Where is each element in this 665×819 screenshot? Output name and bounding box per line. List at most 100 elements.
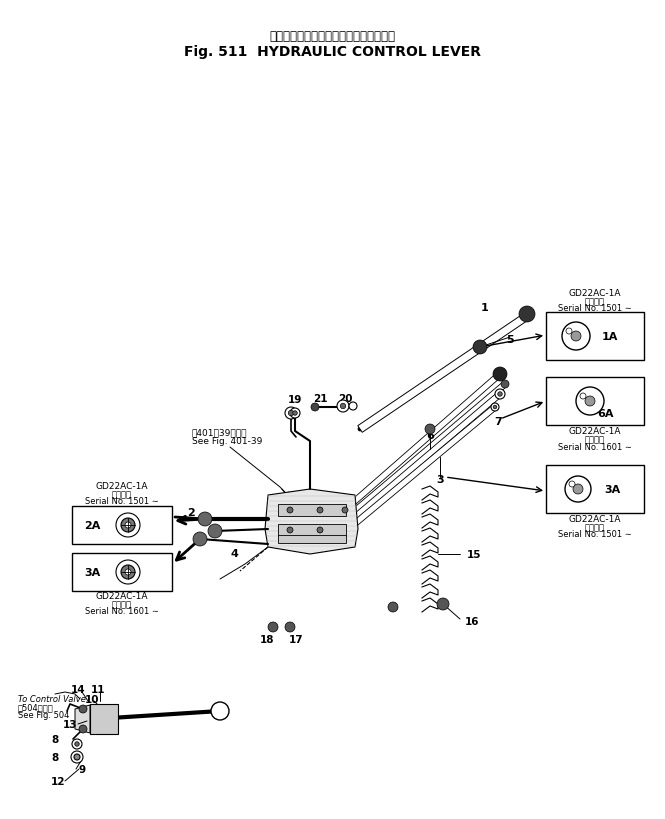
- Circle shape: [71, 751, 83, 763]
- Circle shape: [585, 396, 595, 406]
- Text: 8: 8: [51, 752, 59, 762]
- Text: See Fig. 504: See Fig. 504: [18, 711, 69, 720]
- Circle shape: [72, 739, 82, 749]
- Text: 第401図39を参照: 第401図39を参照: [192, 428, 247, 437]
- Text: Serial No. 1601 ∼: Serial No. 1601 ∼: [85, 607, 159, 616]
- Text: 適用号機: 適用号機: [585, 435, 605, 444]
- Circle shape: [342, 508, 348, 514]
- Circle shape: [573, 484, 583, 495]
- Circle shape: [437, 598, 449, 610]
- Bar: [90, 704, 118, 734]
- Circle shape: [473, 341, 487, 355]
- Circle shape: [116, 560, 140, 584]
- Circle shape: [565, 477, 591, 502]
- Polygon shape: [344, 405, 497, 534]
- Polygon shape: [348, 382, 507, 518]
- Circle shape: [193, 532, 207, 546]
- Circle shape: [121, 565, 135, 579]
- Text: 適用号機: 適用号機: [112, 600, 132, 609]
- Text: 15: 15: [467, 550, 481, 559]
- Circle shape: [285, 622, 295, 632]
- Polygon shape: [346, 373, 502, 509]
- Circle shape: [287, 508, 293, 514]
- Text: 10: 10: [84, 695, 99, 704]
- Text: Serial No. 1501 ∼: Serial No. 1501 ∼: [558, 530, 632, 539]
- Text: GD22AC-1A: GD22AC-1A: [569, 427, 621, 436]
- Text: 16: 16: [465, 616, 479, 627]
- Text: 12: 12: [51, 776, 65, 786]
- Circle shape: [285, 408, 297, 419]
- Text: 13: 13: [63, 719, 77, 729]
- Bar: [278, 505, 346, 516]
- Circle shape: [121, 518, 135, 532]
- Circle shape: [198, 513, 212, 527]
- Circle shape: [491, 404, 499, 411]
- Text: See Fig. 401-39: See Fig. 401-39: [192, 437, 263, 446]
- Circle shape: [287, 527, 293, 533]
- Circle shape: [211, 702, 229, 720]
- Circle shape: [74, 742, 79, 746]
- Bar: [72, 554, 172, 591]
- Text: GD22AC-1A: GD22AC-1A: [96, 482, 148, 491]
- Circle shape: [501, 381, 509, 388]
- Circle shape: [493, 368, 507, 382]
- Text: Serial No. 1501 ∼: Serial No. 1501 ∼: [85, 497, 159, 506]
- Text: GD22AC-1A: GD22AC-1A: [569, 289, 621, 298]
- Bar: [72, 506, 172, 545]
- Text: 1A: 1A: [602, 332, 618, 342]
- Text: 18: 18: [260, 634, 274, 645]
- Circle shape: [79, 705, 87, 713]
- Circle shape: [349, 402, 357, 410]
- Text: 17: 17: [289, 634, 303, 645]
- Text: 1: 1: [481, 303, 489, 313]
- Circle shape: [340, 404, 346, 410]
- Text: 7: 7: [494, 417, 502, 427]
- Polygon shape: [265, 490, 358, 554]
- Circle shape: [290, 409, 300, 419]
- Text: 20: 20: [338, 393, 352, 404]
- Circle shape: [580, 393, 586, 400]
- Circle shape: [576, 387, 604, 415]
- Text: 6A: 6A: [597, 409, 613, 419]
- Text: GD22AC-1A: GD22AC-1A: [569, 515, 621, 524]
- Circle shape: [569, 482, 575, 487]
- Text: ハイドロリック　コントロール　レバー: ハイドロリック コントロール レバー: [269, 30, 395, 43]
- Circle shape: [493, 405, 497, 410]
- Text: 3A: 3A: [84, 568, 100, 577]
- Circle shape: [571, 332, 581, 342]
- Circle shape: [289, 411, 294, 416]
- Circle shape: [208, 524, 222, 538]
- Polygon shape: [346, 392, 502, 526]
- Bar: [546, 313, 644, 360]
- Circle shape: [311, 404, 319, 411]
- Text: 適用号機: 適用号機: [112, 490, 132, 499]
- Text: 21: 21: [313, 393, 327, 404]
- Circle shape: [268, 622, 278, 632]
- Bar: [278, 536, 346, 543]
- Bar: [546, 378, 644, 426]
- Text: 6: 6: [426, 431, 434, 441]
- Text: 2: 2: [188, 508, 195, 518]
- Text: 2A: 2A: [84, 520, 100, 531]
- Circle shape: [388, 602, 398, 613]
- Circle shape: [125, 523, 131, 528]
- Text: 第504図参照: 第504図参照: [18, 703, 54, 712]
- Bar: [278, 524, 346, 536]
- Circle shape: [497, 392, 502, 396]
- Circle shape: [566, 328, 572, 335]
- Circle shape: [74, 754, 80, 760]
- Bar: [546, 465, 644, 514]
- Text: 4: 4: [230, 549, 238, 559]
- Text: 適用号機: 適用号機: [585, 297, 605, 306]
- Text: 3A: 3A: [604, 484, 620, 495]
- Polygon shape: [75, 705, 90, 733]
- Circle shape: [337, 400, 349, 413]
- Text: 5: 5: [506, 335, 514, 345]
- Text: 11: 11: [90, 684, 105, 695]
- Text: Fig. 511  HYDRAULIC CONTROL LEVER: Fig. 511 HYDRAULIC CONTROL LEVER: [184, 45, 481, 59]
- Circle shape: [293, 411, 297, 416]
- Circle shape: [79, 725, 87, 733]
- Circle shape: [317, 508, 323, 514]
- Circle shape: [125, 569, 131, 575]
- Text: 9: 9: [78, 764, 86, 774]
